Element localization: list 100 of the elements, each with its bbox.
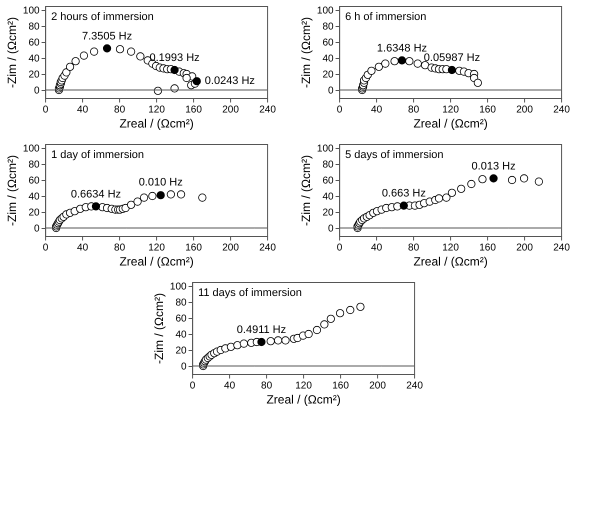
x-axis-title: Zreal / (Ωcm²): [119, 254, 194, 268]
y-tick-label: 60: [322, 176, 334, 186]
x-tick-label: 80: [408, 242, 420, 254]
y-tick-label: 0: [328, 86, 334, 96]
point: [420, 61, 430, 70]
point: [390, 57, 399, 66]
x-tick-label: 240: [259, 104, 276, 116]
x-tick-label: 40: [224, 380, 236, 392]
point: [182, 74, 191, 82]
point: [274, 336, 282, 344]
point: [381, 60, 390, 68]
x-tick-label: 40: [77, 242, 89, 254]
x-tick-label: 120: [442, 242, 460, 254]
point: [166, 190, 175, 198]
x-tick-label: 120: [295, 380, 312, 392]
point: [442, 194, 450, 202]
point: [367, 66, 376, 75]
x-tick-label: 120: [442, 104, 460, 116]
y-tick-label: 20: [322, 70, 334, 80]
x-tick-label: 240: [406, 380, 424, 392]
point: [126, 200, 136, 209]
point: [136, 52, 144, 60]
x-tick-label: 80: [261, 380, 273, 392]
x-axis-title: Zreal / (Ωcm²): [119, 116, 194, 130]
x-tick-label: 240: [553, 104, 570, 116]
y-tick-label: 40: [175, 330, 188, 340]
annotation: 0.663 Hz: [382, 188, 426, 200]
x-tick-label: 240: [553, 242, 570, 254]
point: [448, 188, 456, 197]
y-tick-label: 0: [328, 224, 334, 234]
point: [457, 184, 466, 193]
point: [346, 306, 354, 314]
y-tick-label: 100: [22, 6, 40, 16]
x-tick-label: 160: [479, 104, 496, 116]
x-tick-label: 0: [42, 242, 49, 254]
point: [176, 190, 186, 198]
point: [233, 341, 242, 350]
x-tick-label: 160: [332, 380, 350, 392]
x-tick-label: 80: [408, 104, 420, 116]
point: [257, 338, 266, 346]
annotation: 0.05987 Hz: [424, 52, 480, 64]
point: [448, 66, 456, 74]
y-tick-label: 20: [175, 346, 188, 356]
x-tick-label: 160: [185, 242, 202, 254]
x-tick-label: 0: [336, 104, 343, 116]
y-axis-title: -Zim / (Ωcm²): [152, 293, 166, 364]
annotation: 0.010 Hz: [138, 176, 183, 188]
x-axis-title: Zreal / (Ωcm²): [413, 254, 488, 268]
y-tick-label: 40: [322, 192, 334, 202]
y-tick-label: 40: [28, 54, 40, 64]
y-tick-label: 80: [322, 160, 334, 170]
y-tick-label: 40: [322, 54, 334, 64]
x-tick-label: 200: [369, 380, 386, 392]
annotation: 0.6634 Hz: [70, 188, 122, 200]
chart-title: 6 h of immersion: [345, 11, 426, 23]
point: [170, 66, 179, 74]
point: [400, 202, 408, 210]
y-tick-label: 80: [28, 22, 40, 32]
x-tick-label: 240: [259, 242, 276, 254]
point: [534, 178, 543, 186]
point: [320, 320, 328, 328]
point: [312, 326, 322, 334]
x-tick-label: 80: [114, 242, 126, 254]
x-axis-title: Zreal / (Ωcm²): [266, 392, 341, 406]
point: [156, 191, 165, 200]
x-tick-label: 160: [479, 242, 496, 254]
y-tick-label: 0: [34, 86, 40, 96]
point: [398, 56, 406, 64]
y-tick-label: 100: [316, 144, 334, 154]
chart-title: 11 days of immersion: [198, 287, 302, 299]
point: [133, 198, 142, 206]
chart-title: 2 hours of immersion: [51, 11, 154, 23]
point: [520, 174, 528, 182]
y-tick-label: 60: [28, 38, 40, 48]
point: [508, 176, 516, 184]
annotation: 7.3505 Hz: [82, 30, 132, 42]
y-axis-title: -Zim / (Ωcm²): [298, 155, 313, 226]
annotation: 0.4911 Hz: [236, 324, 286, 336]
point: [434, 194, 444, 202]
annotation: 0.1993 Hz: [150, 52, 200, 64]
point: [405, 57, 414, 66]
y-tick-label: 20: [28, 70, 40, 80]
y-tick-label: 20: [28, 208, 40, 218]
point: [326, 314, 335, 323]
point: [66, 62, 74, 71]
point: [226, 342, 236, 351]
y-tick-label: 60: [322, 38, 334, 48]
point: [92, 202, 100, 210]
chart-title: 5 days of immersion: [345, 149, 444, 161]
point: [489, 174, 498, 182]
y-axis-title: -Zim / (Ωcm²): [4, 155, 19, 226]
annotation: 1.6348 Hz: [376, 42, 428, 54]
point: [198, 194, 206, 202]
y-tick-label: 100: [22, 144, 40, 154]
x-tick-label: 200: [516, 242, 534, 254]
point: [192, 77, 201, 86]
y-tick-label: 80: [28, 160, 40, 170]
y-tick-label: 80: [175, 298, 188, 308]
y-tick-label: 60: [175, 314, 188, 324]
y-tick-label: 80: [322, 22, 334, 32]
